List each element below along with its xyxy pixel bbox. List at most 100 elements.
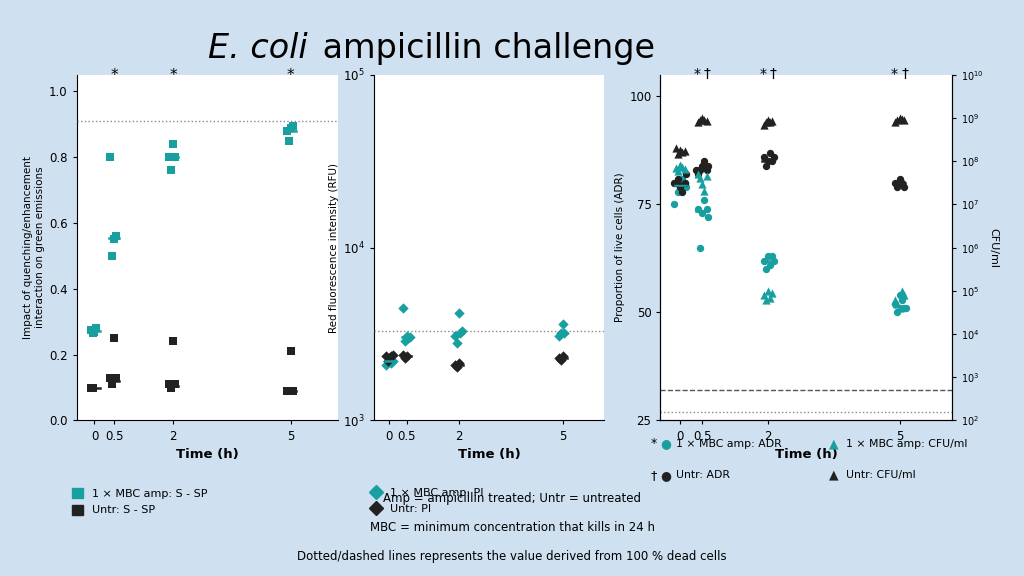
Point [696, 115, 713, 124]
Text: Amp = ampicillin treated; Untr = untreated: Amp = ampicillin treated; Untr = untreat… [383, 492, 641, 505]
Point [677, 179, 693, 188]
Point [898, 304, 914, 313]
Point [677, 179, 693, 188]
Point [889, 308, 905, 317]
Point [756, 256, 772, 265]
Point [454, 326, 470, 335]
Point [698, 116, 715, 126]
Point [161, 380, 177, 389]
Point [674, 187, 690, 196]
Point [692, 115, 709, 124]
Point [678, 183, 694, 192]
Text: ▲: ▲ [829, 437, 839, 450]
Legend: 1 × MBC amp: PI, Untr: PI: 1 × MBC amp: PI, Untr: PI [370, 488, 483, 514]
Point [396, 336, 413, 345]
Text: †: † [901, 67, 908, 81]
Point [889, 115, 905, 124]
Point [887, 300, 903, 309]
Point [892, 290, 908, 300]
Text: *: * [693, 67, 700, 81]
Point [766, 256, 782, 265]
Text: MBC = minimum concentration that kills in 24 h: MBC = minimum concentration that kills i… [370, 521, 654, 534]
Text: †: † [770, 67, 776, 81]
Point [381, 353, 397, 362]
Point [896, 115, 912, 124]
Point [760, 252, 776, 261]
Text: *: * [759, 67, 766, 81]
Point [556, 328, 572, 338]
Point [670, 166, 686, 176]
Point [108, 232, 124, 241]
Point [694, 161, 711, 170]
Point [894, 179, 910, 188]
Y-axis label: Proportion of live cells (ADR): Proportion of live cells (ADR) [615, 173, 625, 323]
Point [694, 113, 711, 123]
Point [760, 286, 776, 295]
Point [668, 179, 684, 188]
Point [762, 260, 778, 270]
Point [756, 120, 772, 130]
Point [670, 187, 686, 196]
Point [283, 347, 299, 356]
Point [674, 148, 690, 157]
Point [764, 116, 780, 126]
Point [762, 148, 778, 157]
X-axis label: Time (h): Time (h) [458, 448, 520, 461]
Text: ●: ● [660, 469, 672, 482]
Point [670, 174, 686, 183]
Point [689, 170, 706, 179]
Point [279, 126, 295, 135]
Point [756, 152, 772, 161]
Point [694, 179, 711, 188]
Point [892, 113, 908, 123]
Point [102, 153, 119, 162]
Point [668, 179, 684, 188]
Point [666, 200, 682, 209]
Point [677, 147, 693, 156]
Point [696, 157, 713, 166]
Text: *: * [891, 67, 898, 81]
Point [82, 325, 98, 335]
Legend: 1 × MBC amp: S - SP, Untr: S - SP: 1 × MBC amp: S - SP, Untr: S - SP [72, 488, 208, 516]
Point [672, 183, 688, 192]
Point [696, 196, 713, 205]
Point [383, 358, 399, 367]
Point [105, 334, 122, 343]
Point [167, 153, 183, 162]
Point [104, 380, 121, 389]
X-axis label: Time (h): Time (h) [176, 448, 239, 461]
Point [692, 165, 709, 175]
Point [692, 174, 709, 183]
Point [553, 355, 569, 364]
Point [161, 153, 177, 162]
Point [378, 360, 394, 369]
Point [86, 327, 102, 336]
Text: 1 × MBC amp: ADR: 1 × MBC amp: ADR [676, 438, 781, 449]
Point [766, 152, 782, 161]
Point [447, 331, 464, 340]
Text: Dotted/dashed lines represents the value derived from 100 % dead cells: Dotted/dashed lines represents the value… [297, 550, 727, 563]
Point [678, 170, 694, 179]
Point [378, 352, 394, 361]
Point [398, 331, 415, 340]
Point [281, 136, 297, 145]
Text: ▲: ▲ [829, 469, 839, 482]
Point [668, 143, 684, 153]
Point [889, 300, 905, 309]
Point [700, 213, 717, 222]
Point [762, 293, 778, 302]
Text: Untr: ADR: Untr: ADR [676, 470, 730, 480]
Point [163, 383, 179, 392]
X-axis label: Time (h): Time (h) [775, 448, 838, 461]
Point [105, 235, 122, 244]
Point [449, 362, 465, 371]
Point [381, 355, 397, 364]
Point [692, 243, 709, 252]
Point [380, 357, 396, 366]
Point [84, 329, 100, 338]
Point [551, 331, 567, 340]
Point [894, 115, 910, 124]
Point [449, 339, 465, 348]
Y-axis label: CFU/ml: CFU/ml [988, 228, 998, 268]
Point [698, 172, 715, 181]
